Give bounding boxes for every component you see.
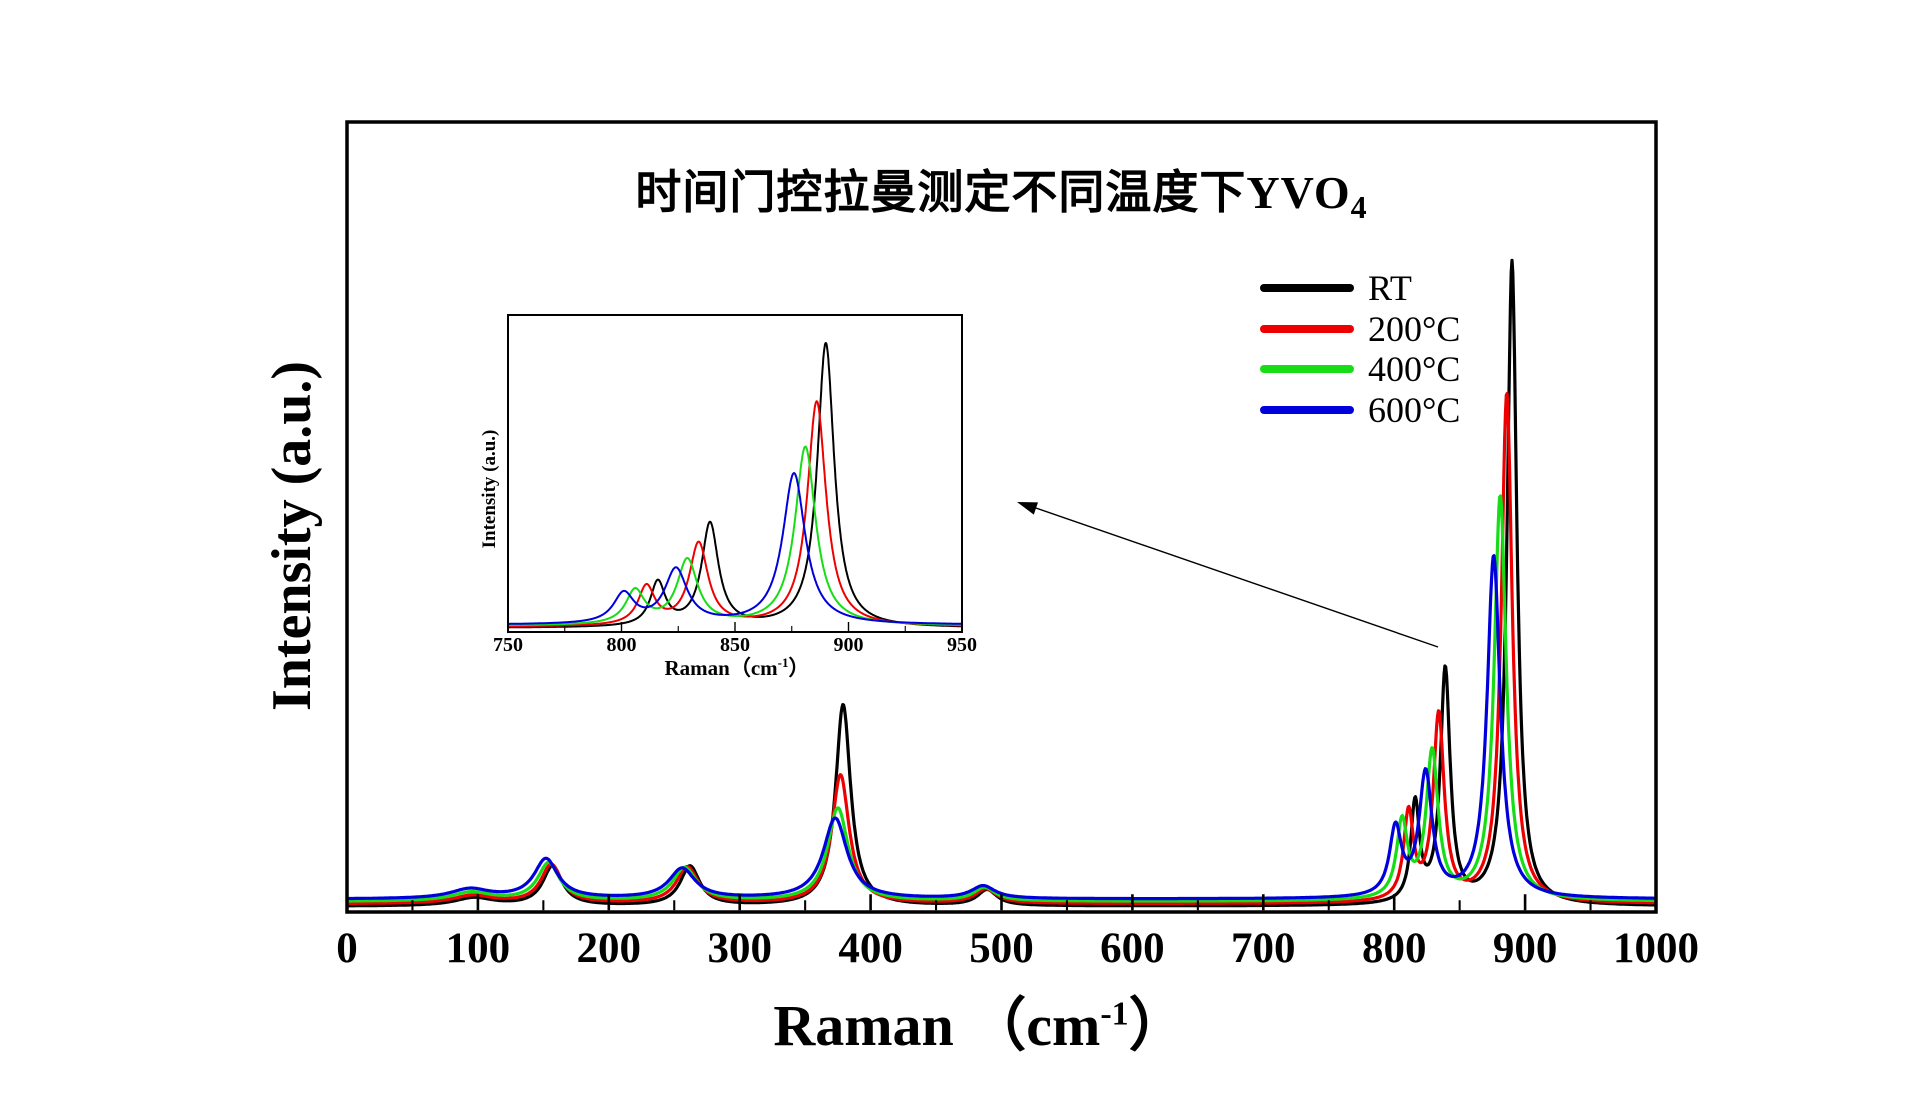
legend-label: 600°C xyxy=(1368,389,1461,430)
inset-tick-label-800: 800 xyxy=(607,634,637,656)
inset-x-axis-label-sup: -1 xyxy=(777,655,789,670)
zoom-arrow-line xyxy=(1032,506,1439,648)
inset-y-axis-label: Intensity (a.u.) xyxy=(479,429,500,549)
legend-line-swatch xyxy=(1260,405,1354,414)
main-panel-border xyxy=(345,120,1658,914)
main-tick-label-400: 400 xyxy=(838,925,903,972)
inset-curves xyxy=(509,342,961,629)
main-tick-label-900: 900 xyxy=(1493,925,1558,972)
legend-label: RT xyxy=(1368,268,1412,309)
main-tick-label-0: 0 xyxy=(336,925,358,972)
main-x-axis-label: Raman （cm-1） xyxy=(680,978,1280,1062)
main-tick-label-200: 200 xyxy=(577,925,642,972)
inset-panel-border xyxy=(507,314,963,633)
inset-curve-600c xyxy=(509,472,961,625)
legend-line-swatch xyxy=(1260,284,1354,293)
inset-curve-rt xyxy=(509,342,961,629)
main-tick-label-700: 700 xyxy=(1231,925,1296,972)
inset-tick-label-750: 750 xyxy=(493,634,523,656)
zoom-arrow-head xyxy=(1017,502,1038,515)
legend: RT 200°C 400°C 600°C xyxy=(1260,268,1460,430)
main-tick-label-300: 300 xyxy=(707,925,772,972)
inset-x-axis-label-pre: Raman（cm xyxy=(664,656,778,680)
main-curve-400c xyxy=(348,494,1655,903)
inset-tick-label-850: 850 xyxy=(720,634,750,656)
main-curve-600c xyxy=(348,554,1655,901)
main-y-axis-label: Intensity (a.u.) xyxy=(261,360,323,712)
main-tick-label-100: 100 xyxy=(446,925,511,972)
zoom-arrow xyxy=(1017,502,1439,648)
inset-x-axis-label: Raman（cm-1） xyxy=(537,652,937,682)
inset-chart: 750 800 850 900 950 xyxy=(493,314,977,656)
main-tick-label-1000: 1000 xyxy=(1613,925,1699,972)
legend-line-swatch xyxy=(1260,324,1354,333)
main-x-axis-label-post: ） xyxy=(1128,993,1187,1058)
chart-title: 时间门控拉曼测定不同温度下YVO4 xyxy=(347,156,1656,226)
main-ticks xyxy=(345,894,1658,911)
chart-title-subscript: 4 xyxy=(1350,189,1368,226)
main-chart: 0 100 200 300 400 500 600 700 800 900 1000 xyxy=(336,120,1699,972)
main-tick-label-800: 800 xyxy=(1362,925,1427,972)
legend-label: 200°C xyxy=(1368,308,1461,349)
legend-item-400c: 400°C xyxy=(1260,349,1460,390)
legend-item-rt: RT xyxy=(1260,268,1460,309)
main-tick-label-500: 500 xyxy=(969,925,1034,972)
legend-item-200c: 200°C xyxy=(1260,309,1460,350)
inset-curve-200c xyxy=(509,400,961,628)
legend-label: 400°C xyxy=(1368,349,1461,390)
main-x-axis-label-sup: -1 xyxy=(1100,995,1129,1033)
chart-title-text: 时间门控拉曼测定不同温度下YVO xyxy=(635,167,1351,218)
main-tick-label-600: 600 xyxy=(1100,925,1165,972)
inset-tick-label-900: 900 xyxy=(834,634,864,656)
inset-x-axis-label-post: ） xyxy=(788,656,810,680)
main-curve-200c xyxy=(348,392,1655,905)
inset-tick-label-950: 950 xyxy=(947,634,977,656)
legend-line-swatch xyxy=(1260,365,1354,374)
legend-item-600c: 600°C xyxy=(1260,390,1460,431)
main-x-axis-label-pre: Raman （cm xyxy=(773,993,1101,1058)
inset-curve-400c xyxy=(509,445,961,627)
